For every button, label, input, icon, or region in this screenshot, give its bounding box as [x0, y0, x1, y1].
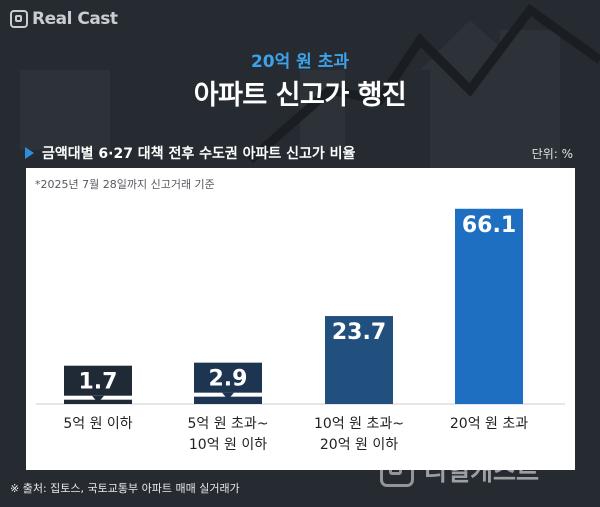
value-label-pointer-3 — [353, 346, 365, 354]
bar-chart: 1.7 5억 원 이하 2.9 5억 원 초과~ 10억 원 이하 23.7 10억 원 초… — [36, 208, 565, 453]
category-label-1: 5억 원 이하 — [63, 416, 132, 432]
chart-heading-text: 금액대별 6·27 대책 전후 수도권 아파트 신고가 비율 — [42, 146, 356, 162]
value-label-4: 66.1 — [462, 213, 516, 238]
watermark-text: 리얼캐스트 — [424, 457, 540, 486]
logo-mark-icon — [10, 10, 28, 28]
data-basis-note: *2025년 7월 28일까지 신고거래 기준 — [35, 178, 215, 191]
category-label-2-line-1: 5억 원 초과~ — [187, 416, 268, 432]
value-label-box-4 — [455, 208, 523, 239]
value-label-1: 1.7 — [79, 370, 118, 395]
value-label-box-1 — [64, 365, 132, 396]
watermark: 리얼캐스트 — [380, 452, 539, 488]
category-label-4: 20억 원 초과 — [450, 416, 528, 432]
category-label-2-line-2: 10억 원 이하 — [189, 437, 267, 453]
logo-text: Real Cast — [32, 9, 118, 29]
bar-2 — [194, 396, 262, 404]
value-label-pointer-2 — [222, 392, 234, 400]
triangle-bullet-icon — [25, 147, 34, 159]
infographic-subtitle: 20억 원 초과 — [250, 52, 350, 72]
value-label-pointer-1 — [92, 395, 104, 403]
unit-label: 단위: % — [531, 147, 573, 161]
category-label-3-line-2: 20억 원 이하 — [320, 437, 398, 453]
value-label-2: 2.9 — [209, 367, 248, 392]
value-label-3: 23.7 — [332, 320, 386, 345]
chart-panel: *2025년 7월 28일까지 신고거래 기준 1.7 5억 원 이하 2.9 5억 … — [26, 168, 575, 470]
source-note: ※ 출처: 집토스, 국토교통부 아파트 매매 실거래가 — [10, 482, 240, 495]
value-label-pointer-4 — [483, 238, 495, 246]
realcast-logo: Real Cast — [10, 9, 118, 29]
value-label-box-3 — [325, 316, 393, 347]
bar-3 — [325, 344, 393, 404]
bar-4 — [455, 236, 523, 404]
watermark-logo-icon — [380, 453, 414, 487]
infographic-title: 아파트 신고가 행진 — [193, 80, 407, 111]
chart-heading: 금액대별 6·27 대책 전후 수도권 아파트 신고가 비율 — [25, 143, 355, 163]
value-label-box-2 — [194, 362, 262, 393]
category-label-3-line-1: 10억 원 초과~ — [314, 416, 404, 432]
